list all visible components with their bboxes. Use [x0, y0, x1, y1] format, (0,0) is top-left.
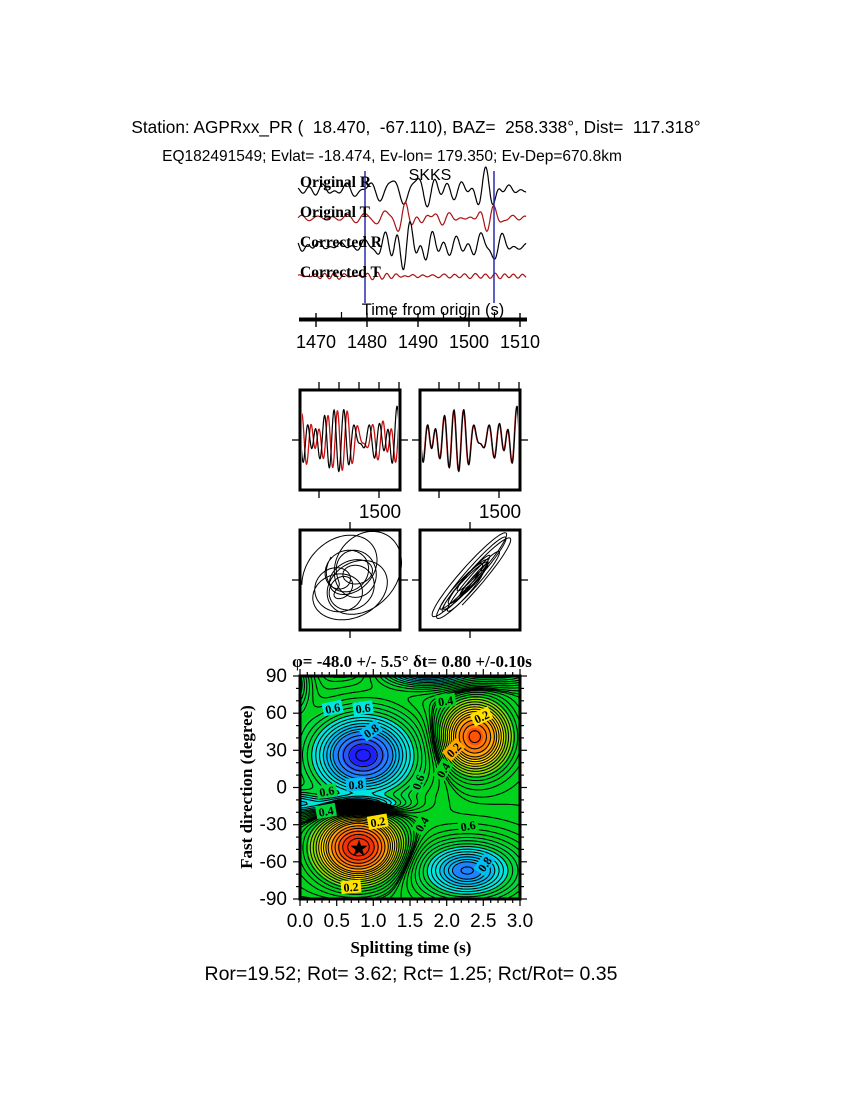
- svg-text:Corrected R: Corrected R: [300, 234, 383, 251]
- svg-text:0.6: 0.6: [355, 701, 372, 717]
- svg-text:Corrected T: Corrected T: [300, 264, 381, 281]
- svg-text:Splitting time (s): Splitting time (s): [351, 938, 472, 957]
- svg-text:0.6: 0.6: [459, 818, 476, 834]
- svg-text:30: 30: [266, 740, 287, 761]
- svg-text:-90: -90: [260, 889, 287, 910]
- svg-text:Station: AGPRxx_PR ( 18.470,: Station: AGPRxx_PR ( 18.470, -67.110), B…: [131, 117, 700, 137]
- svg-text:0.4: 0.4: [434, 760, 454, 780]
- svg-text:0.2: 0.2: [369, 814, 386, 830]
- svg-text:Time from origin (s): Time from origin (s): [362, 301, 504, 319]
- svg-text:0.5: 0.5: [323, 911, 349, 932]
- svg-text:-60: -60: [260, 852, 287, 873]
- svg-text:0.6: 0.6: [324, 700, 342, 717]
- svg-text:60: 60: [266, 703, 287, 724]
- svg-text:90: 90: [266, 666, 287, 687]
- svg-text:φ= -48.0 +/- 5.5° δt= 0.80 +/-: φ= -48.0 +/- 5.5° δt= 0.80 +/-0.10s: [292, 652, 532, 671]
- svg-text:1470: 1470: [296, 332, 336, 352]
- svg-text:1500: 1500: [449, 332, 489, 352]
- svg-text:0.6: 0.6: [318, 783, 335, 799]
- svg-text:3.0: 3.0: [507, 911, 533, 932]
- svg-text:0.0: 0.0: [287, 911, 313, 932]
- svg-text:Fast direction (degree): Fast direction (degree): [237, 705, 256, 869]
- svg-text:Ror=19.52; Rot= 3.62; Rct= 1.2: Ror=19.52; Rot= 3.62; Rct= 1.25; Rct/Rot…: [205, 963, 618, 985]
- svg-text:0.2: 0.2: [472, 707, 492, 726]
- svg-text:0.4: 0.4: [317, 803, 334, 819]
- svg-text:1.0: 1.0: [360, 911, 386, 932]
- svg-text:0: 0: [276, 778, 287, 799]
- svg-text:1490: 1490: [398, 332, 438, 352]
- svg-text:1500: 1500: [359, 502, 401, 523]
- svg-text:Original T: Original T: [300, 204, 371, 221]
- svg-text:1.5: 1.5: [397, 911, 423, 932]
- svg-text:0.6: 0.6: [409, 773, 427, 792]
- svg-text:0.4: 0.4: [437, 693, 454, 709]
- svg-text:0.8: 0.8: [348, 777, 364, 792]
- svg-text:1510: 1510: [500, 332, 540, 352]
- svg-text:2.5: 2.5: [470, 911, 496, 932]
- svg-text:0.2: 0.2: [343, 880, 359, 895]
- svg-text:1500: 1500: [479, 502, 521, 523]
- svg-text:2.0: 2.0: [433, 911, 459, 932]
- svg-text:Original R: Original R: [300, 174, 372, 191]
- svg-text:-30: -30: [260, 815, 287, 836]
- svg-text:EQ182491549; Evlat= -18.474, E: EQ182491549; Evlat= -18.474, Ev-lon= 179…: [162, 148, 622, 165]
- svg-text:0.4: 0.4: [412, 814, 432, 834]
- svg-text:1480: 1480: [347, 332, 387, 352]
